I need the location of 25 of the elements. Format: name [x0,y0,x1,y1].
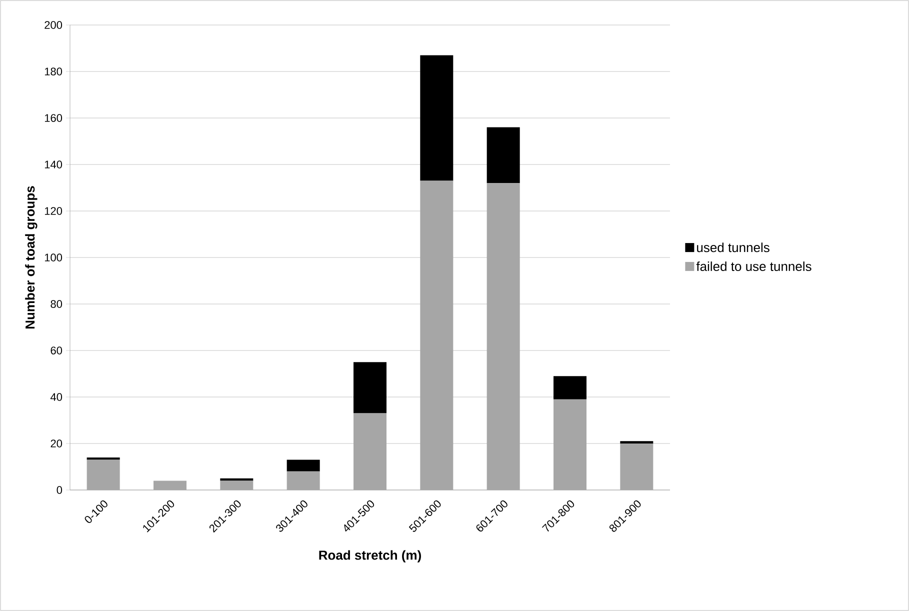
x-axis-title: Road stretch (m) [319,550,421,562]
bar [554,376,586,400]
y-tick-label: 100 [44,254,62,262]
legend-label: used tunnels [697,242,770,252]
bar [86,460,120,490]
legend-label: failed to use tunnels [696,261,812,272]
y-tick-label: 0 [56,486,62,494]
bar [286,471,320,490]
y-tick-label: 200 [44,21,62,29]
y-tick-label: 60 [50,346,62,354]
bar [420,55,454,181]
y-tick-label: 20 [50,440,62,448]
y-tick-label: 120 [44,207,62,215]
bar [354,362,386,414]
y-axis-title: Number of toad groups [25,186,38,328]
y-tick-label: 40 [50,393,62,401]
y-tick-label: 180 [44,68,62,76]
bar [486,127,520,184]
bar [86,457,120,460]
bar [154,480,186,490]
bar [286,460,320,472]
bar [220,480,254,490]
y-tick-label: 160 [44,114,62,122]
y-tick-label: 140 [44,160,62,168]
y-tick-label: 80 [50,300,62,308]
